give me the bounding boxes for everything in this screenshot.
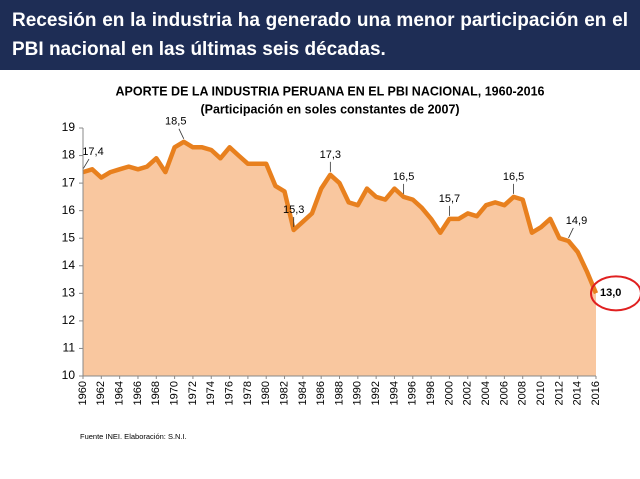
x-tick-label: 1996 bbox=[407, 381, 419, 405]
x-tick-label: 2014 bbox=[572, 381, 584, 405]
data-label: 17,4 bbox=[82, 146, 103, 158]
source-note: Fuente INEI. Elaboración: S.N.I. bbox=[80, 432, 187, 441]
data-label: 18,5 bbox=[165, 116, 186, 128]
data-label: 13,0 bbox=[600, 287, 621, 299]
y-tick-label: 13 bbox=[62, 286, 76, 300]
area bbox=[83, 141, 596, 376]
data-label: 15,7 bbox=[439, 193, 460, 205]
chart-subtitle: (Participación en soles constantes de 20… bbox=[200, 102, 459, 116]
x-tick-label: 2006 bbox=[498, 381, 510, 405]
x-tick-label: 1978 bbox=[242, 381, 254, 405]
line bbox=[82, 139, 599, 295]
x-tick-label: 1998 bbox=[425, 381, 437, 405]
x-tick-label: 1982 bbox=[278, 381, 290, 405]
y-tick-label: 11 bbox=[63, 341, 76, 355]
y-tick-label: 15 bbox=[62, 230, 76, 244]
label-leader bbox=[568, 227, 574, 239]
data-label: 15,3 bbox=[283, 204, 304, 216]
chart-title: APORTE DE LA INDUSTRIA PERUANA EN EL PBI… bbox=[115, 84, 544, 98]
data-label: 14,9 bbox=[566, 215, 587, 227]
data-label: 16,5 bbox=[503, 171, 524, 183]
x-tick-label: 2012 bbox=[553, 381, 565, 405]
data-label: 16,5 bbox=[393, 171, 414, 183]
x-tick-label: 1972 bbox=[187, 381, 199, 405]
y-tick-label: 18 bbox=[62, 148, 76, 162]
label-leader bbox=[178, 128, 185, 139]
x-tick-label: 2008 bbox=[517, 381, 529, 405]
x-tick-label: 2004 bbox=[480, 381, 492, 405]
x-tick-label: 1992 bbox=[370, 381, 382, 405]
y-tick-label: 14 bbox=[62, 258, 76, 272]
y-tick-label: 16 bbox=[62, 203, 76, 217]
x-tick-label: 1966 bbox=[132, 381, 144, 405]
y-tick-label: 10 bbox=[62, 368, 76, 382]
x-tick-label: 1960 bbox=[77, 381, 89, 405]
x-tick-label: 1964 bbox=[114, 381, 126, 405]
x-tick-label: 1980 bbox=[260, 381, 272, 405]
x-tick-label: 1988 bbox=[333, 381, 345, 405]
y-tick-label: 17 bbox=[62, 175, 76, 189]
x-tick-label: 1970 bbox=[169, 381, 181, 405]
x-tick-label: 1974 bbox=[205, 381, 217, 405]
x-tick-label: 1976 bbox=[223, 381, 235, 405]
slide-title: Recesión en la industria ha generado una… bbox=[0, 0, 640, 70]
x-tick-label: 2002 bbox=[462, 381, 474, 405]
data-label: 17,3 bbox=[320, 149, 341, 161]
y-tick-label: 12 bbox=[62, 313, 76, 327]
x-tick-label: 1986 bbox=[315, 381, 327, 405]
x-tick-label: 1990 bbox=[352, 381, 364, 405]
x-tick-label: 2016 bbox=[590, 381, 602, 405]
x-tick-label: 1984 bbox=[297, 381, 309, 405]
x-tick-label: 2000 bbox=[443, 381, 455, 405]
x-tick-label: 1994 bbox=[388, 381, 400, 405]
label-leader bbox=[82, 158, 90, 170]
x-tick-label: 2010 bbox=[535, 381, 547, 405]
highlight-circle bbox=[590, 275, 640, 312]
x-tick-label: 1968 bbox=[150, 381, 162, 405]
x-tick-label: 1962 bbox=[95, 381, 107, 405]
y-tick-label: 19 bbox=[62, 120, 76, 134]
